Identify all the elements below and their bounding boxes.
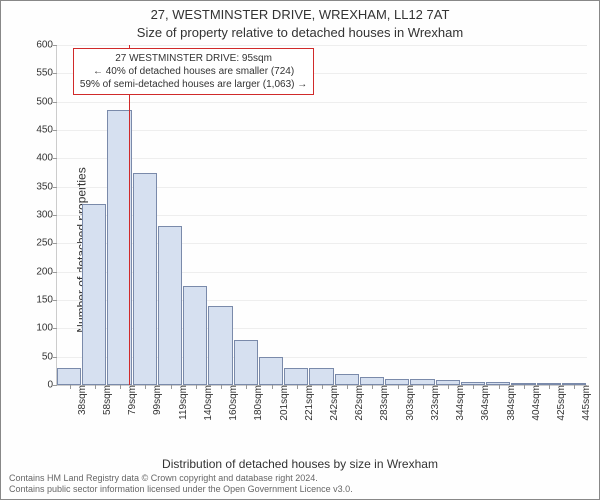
x-tick-label: 262sqm <box>351 385 365 421</box>
x-tick-mark <box>95 385 96 389</box>
x-tick-label: 404sqm <box>528 385 542 421</box>
histogram-bar <box>183 286 207 385</box>
x-tick-label: 384sqm <box>503 385 517 421</box>
x-tick-label: 99sqm <box>149 385 163 415</box>
y-tick-label: 100 <box>36 323 57 334</box>
x-axis-label: Distribution of detached houses by size … <box>1 457 599 471</box>
y-tick-label: 400 <box>36 153 57 164</box>
chart-container: 27, WESTMINSTER DRIVE, WREXHAM, LL12 7AT… <box>0 0 600 500</box>
y-tick-label: 350 <box>36 181 57 192</box>
x-tick-mark <box>549 385 550 389</box>
x-tick-mark <box>246 385 247 389</box>
x-tick-label: 119sqm <box>175 385 189 420</box>
histogram-bar <box>107 110 131 385</box>
x-tick-label: 201sqm <box>276 385 290 421</box>
x-tick-label: 283sqm <box>376 385 390 421</box>
chart-title-main: 27, WESTMINSTER DRIVE, WREXHAM, LL12 7AT <box>1 7 599 22</box>
x-tick-mark <box>423 385 424 389</box>
x-tick-mark <box>297 385 298 389</box>
histogram-bar <box>335 374 359 385</box>
x-tick-label: 58sqm <box>99 385 113 415</box>
annotation-line: 59% of semi-detached houses are larger (… <box>80 78 307 91</box>
plot-inner: 05010015020025030035040045050055060038sq… <box>56 45 587 386</box>
gridline <box>57 130 587 131</box>
plot-area: 05010015020025030035040045050055060038sq… <box>56 45 586 425</box>
histogram-bar <box>284 368 308 385</box>
x-tick-mark <box>499 385 500 389</box>
x-tick-label: 160sqm <box>225 385 239 421</box>
x-tick-label: 140sqm <box>200 385 214 421</box>
x-tick-label: 303sqm <box>402 385 416 421</box>
y-tick-label: 550 <box>36 68 57 79</box>
x-tick-mark <box>171 385 172 389</box>
x-tick-label: 323sqm <box>427 385 441 421</box>
x-tick-mark <box>322 385 323 389</box>
x-tick-mark <box>524 385 525 389</box>
y-tick-label: 450 <box>36 125 57 136</box>
gridline <box>57 45 587 46</box>
x-tick-mark <box>120 385 121 389</box>
gridline <box>57 102 587 103</box>
x-tick-mark <box>372 385 373 389</box>
annotation-line: ← 40% of detached houses are smaller (72… <box>80 65 307 78</box>
x-tick-label: 344sqm <box>452 385 466 421</box>
gridline <box>57 158 587 159</box>
x-tick-label: 364sqm <box>477 385 491 421</box>
annotation-line: 27 WESTMINSTER DRIVE: 95sqm <box>80 52 307 65</box>
x-tick-mark <box>70 385 71 389</box>
histogram-bar <box>234 340 258 385</box>
chart-title-sub: Size of property relative to detached ho… <box>1 25 599 40</box>
histogram-bar <box>360 377 384 386</box>
y-tick-label: 500 <box>36 96 57 107</box>
x-tick-mark <box>574 385 575 389</box>
x-tick-label: 180sqm <box>250 385 264 421</box>
x-tick-label: 221sqm <box>301 385 315 421</box>
histogram-bar <box>158 226 182 385</box>
histogram-bar <box>133 173 157 386</box>
x-tick-mark <box>448 385 449 389</box>
x-tick-label: 242sqm <box>326 385 340 421</box>
x-tick-mark <box>221 385 222 389</box>
histogram-bar <box>309 368 333 385</box>
histogram-bar <box>208 306 232 385</box>
x-tick-mark <box>272 385 273 389</box>
footer-line: Contains public sector information licen… <box>9 484 591 495</box>
x-tick-label: 38sqm <box>74 385 88 415</box>
footer-line: Contains HM Land Registry data © Crown c… <box>9 473 591 484</box>
y-tick-label: 50 <box>42 351 57 362</box>
x-tick-label: 425sqm <box>553 385 567 421</box>
x-tick-mark <box>398 385 399 389</box>
y-tick-label: 600 <box>36 40 57 51</box>
x-tick-mark <box>196 385 197 389</box>
x-tick-label: 445sqm <box>578 385 592 421</box>
histogram-bar <box>57 368 81 385</box>
x-tick-mark <box>145 385 146 389</box>
histogram-bar <box>259 357 283 385</box>
x-tick-mark <box>347 385 348 389</box>
footer: Contains HM Land Registry data © Crown c… <box>9 473 591 495</box>
y-tick-label: 0 <box>47 380 57 391</box>
y-tick-label: 200 <box>36 266 57 277</box>
x-tick-label: 79sqm <box>124 385 138 415</box>
y-tick-label: 300 <box>36 210 57 221</box>
histogram-bar <box>82 204 106 385</box>
y-tick-label: 150 <box>36 295 57 306</box>
x-tick-mark <box>473 385 474 389</box>
reference-line <box>129 45 130 385</box>
y-tick-label: 250 <box>36 238 57 249</box>
annotation-box: 27 WESTMINSTER DRIVE: 95sqm← 40% of deta… <box>73 48 314 95</box>
